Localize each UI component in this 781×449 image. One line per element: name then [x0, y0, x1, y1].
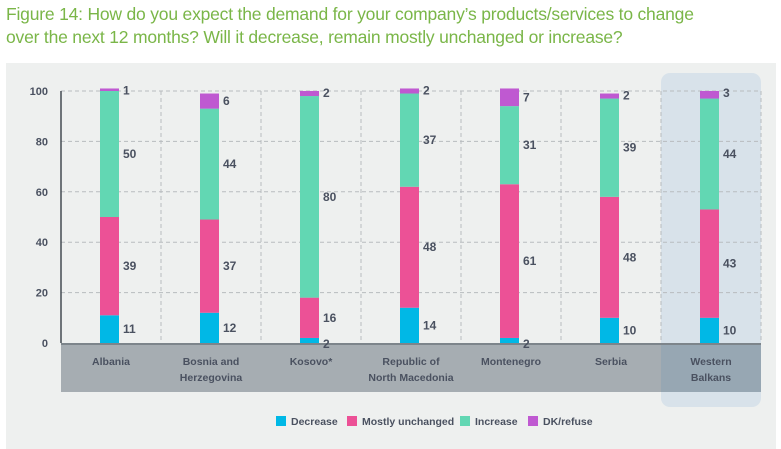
bar-segment-decrease: [700, 317, 719, 343]
bar-segment-mostly-unchanged: [500, 184, 519, 338]
value-label: 2: [523, 337, 530, 351]
bar-segment-mostly-unchanged: [200, 219, 219, 313]
axis-layer: 0 20 40 60 80 100: [30, 86, 761, 350]
value-label: 37: [223, 259, 237, 273]
bar-segment-mostly-unchanged: [300, 297, 319, 338]
legend-label: Decrease: [291, 416, 338, 428]
value-label: 44: [723, 147, 737, 161]
value-label: 50: [123, 147, 137, 161]
y-tick-label: 100: [30, 86, 48, 98]
value-label: 37: [423, 133, 437, 147]
category-band-layer: [61, 343, 761, 392]
bar-segment-increase: [400, 93, 419, 187]
value-label: 11: [123, 322, 136, 336]
bar-segment-dk-refuse: [500, 88, 519, 107]
legend-label: DK/refuse: [543, 416, 593, 428]
bar-segment-dk-refuse: [700, 91, 719, 99]
bar-segment-mostly-unchanged: [100, 217, 119, 316]
bar-segment-decrease: [100, 315, 119, 343]
bar-segment-increase: [100, 91, 119, 217]
value-label: 39: [623, 141, 637, 155]
bars-layer: [100, 88, 719, 343]
figure-title-line-2: over the next 12 months? Will it decreas…: [6, 27, 623, 47]
value-label: 48: [423, 240, 437, 254]
bar-segment-mostly-unchanged: [700, 209, 719, 318]
bar-segment-increase: [700, 98, 719, 210]
y-tick-label: 0: [42, 338, 48, 350]
value-label: 2: [323, 86, 330, 100]
bar-segment-dk-refuse: [600, 93, 619, 99]
value-label: 6: [223, 94, 230, 108]
category-label: Republic of: [382, 356, 440, 368]
bar-segment-mostly-unchanged: [600, 196, 619, 318]
category-label: North Macedonia: [368, 372, 453, 384]
value-label: 10: [723, 323, 737, 337]
bar-segment-decrease: [300, 337, 319, 343]
bar-segment-increase: [500, 106, 519, 185]
legend-swatch: [347, 416, 357, 426]
legend-item: DK/refuse: [528, 416, 593, 428]
value-label: 39: [123, 259, 137, 273]
bar-segment-decrease: [200, 312, 219, 343]
value-label: 7: [523, 90, 530, 104]
bar-segment-dk-refuse: [200, 93, 219, 109]
y-tick-label: 20: [36, 288, 48, 300]
value-label: 43: [723, 257, 737, 271]
bar-segment-dk-refuse: [400, 88, 419, 94]
legend-label: Increase: [475, 416, 518, 428]
bar-segment-decrease: [400, 307, 419, 343]
bar-segment-dk-refuse: [100, 88, 119, 91]
legend-label: Mostly unchanged: [362, 416, 454, 428]
value-label: 44: [223, 157, 237, 171]
figure-title: Figure 14: How do you expect the demand …: [6, 3, 776, 49]
category-band-highlight: [661, 343, 761, 392]
y-tick-label: 60: [36, 187, 48, 199]
value-label: 48: [623, 250, 637, 264]
value-label: 2: [423, 83, 430, 97]
bar-segment-mostly-unchanged: [400, 186, 419, 308]
legend-swatch: [528, 416, 538, 426]
legend-item: Mostly unchanged: [347, 416, 454, 428]
bar-segment-increase: [200, 108, 219, 220]
category-label: Albania: [92, 356, 130, 368]
value-label: 1: [123, 83, 130, 97]
legend-swatch: [460, 416, 470, 426]
value-label: 2: [623, 89, 630, 103]
figure-title-line-1: Figure 14: How do you expect the demand …: [6, 4, 694, 24]
bar-segment-decrease: [500, 337, 519, 343]
y-tick-label: 40: [36, 237, 48, 249]
bar-segment-increase: [300, 96, 319, 298]
value-label: 14: [423, 318, 437, 332]
category-label: Herzegovina: [180, 372, 243, 384]
legend: Decrease Mostly unchanged Increase DK/refus…: [276, 416, 593, 428]
value-label: 31: [523, 138, 537, 152]
bar-segment-increase: [600, 98, 619, 197]
legend-item: Decrease: [276, 416, 338, 428]
bar-segment-dk-refuse: [300, 91, 319, 97]
value-labels-layer: 11 39 50 1 12 37 44 6 2 16 80 2 14 48 37 2 2 61 31 7 10 48 39 2…: [123, 83, 737, 351]
category-labels-layer: Albania Bosnia and Herzegovina Kosovo* Repub…: [92, 356, 732, 384]
category-label: Serbia: [595, 356, 627, 368]
value-label: 16: [323, 311, 337, 325]
value-label: 12: [223, 321, 237, 335]
value-label: 61: [523, 254, 537, 268]
value-label: 2: [323, 337, 330, 351]
category-label: Bosnia and: [183, 356, 240, 368]
category-label: Western: [690, 356, 731, 368]
value-label: 3: [723, 86, 730, 100]
category-label: Kosovo*: [290, 356, 334, 368]
category-label: Montenegro: [481, 356, 541, 368]
value-label: 80: [323, 190, 337, 204]
y-tick-label: 80: [36, 136, 48, 148]
legend-swatch: [276, 416, 286, 426]
value-label: 10: [623, 323, 637, 337]
category-label: Balkans: [691, 372, 731, 384]
legend-item: Increase: [460, 416, 518, 428]
category-band: [61, 343, 761, 392]
bar-segment-decrease: [600, 317, 619, 343]
